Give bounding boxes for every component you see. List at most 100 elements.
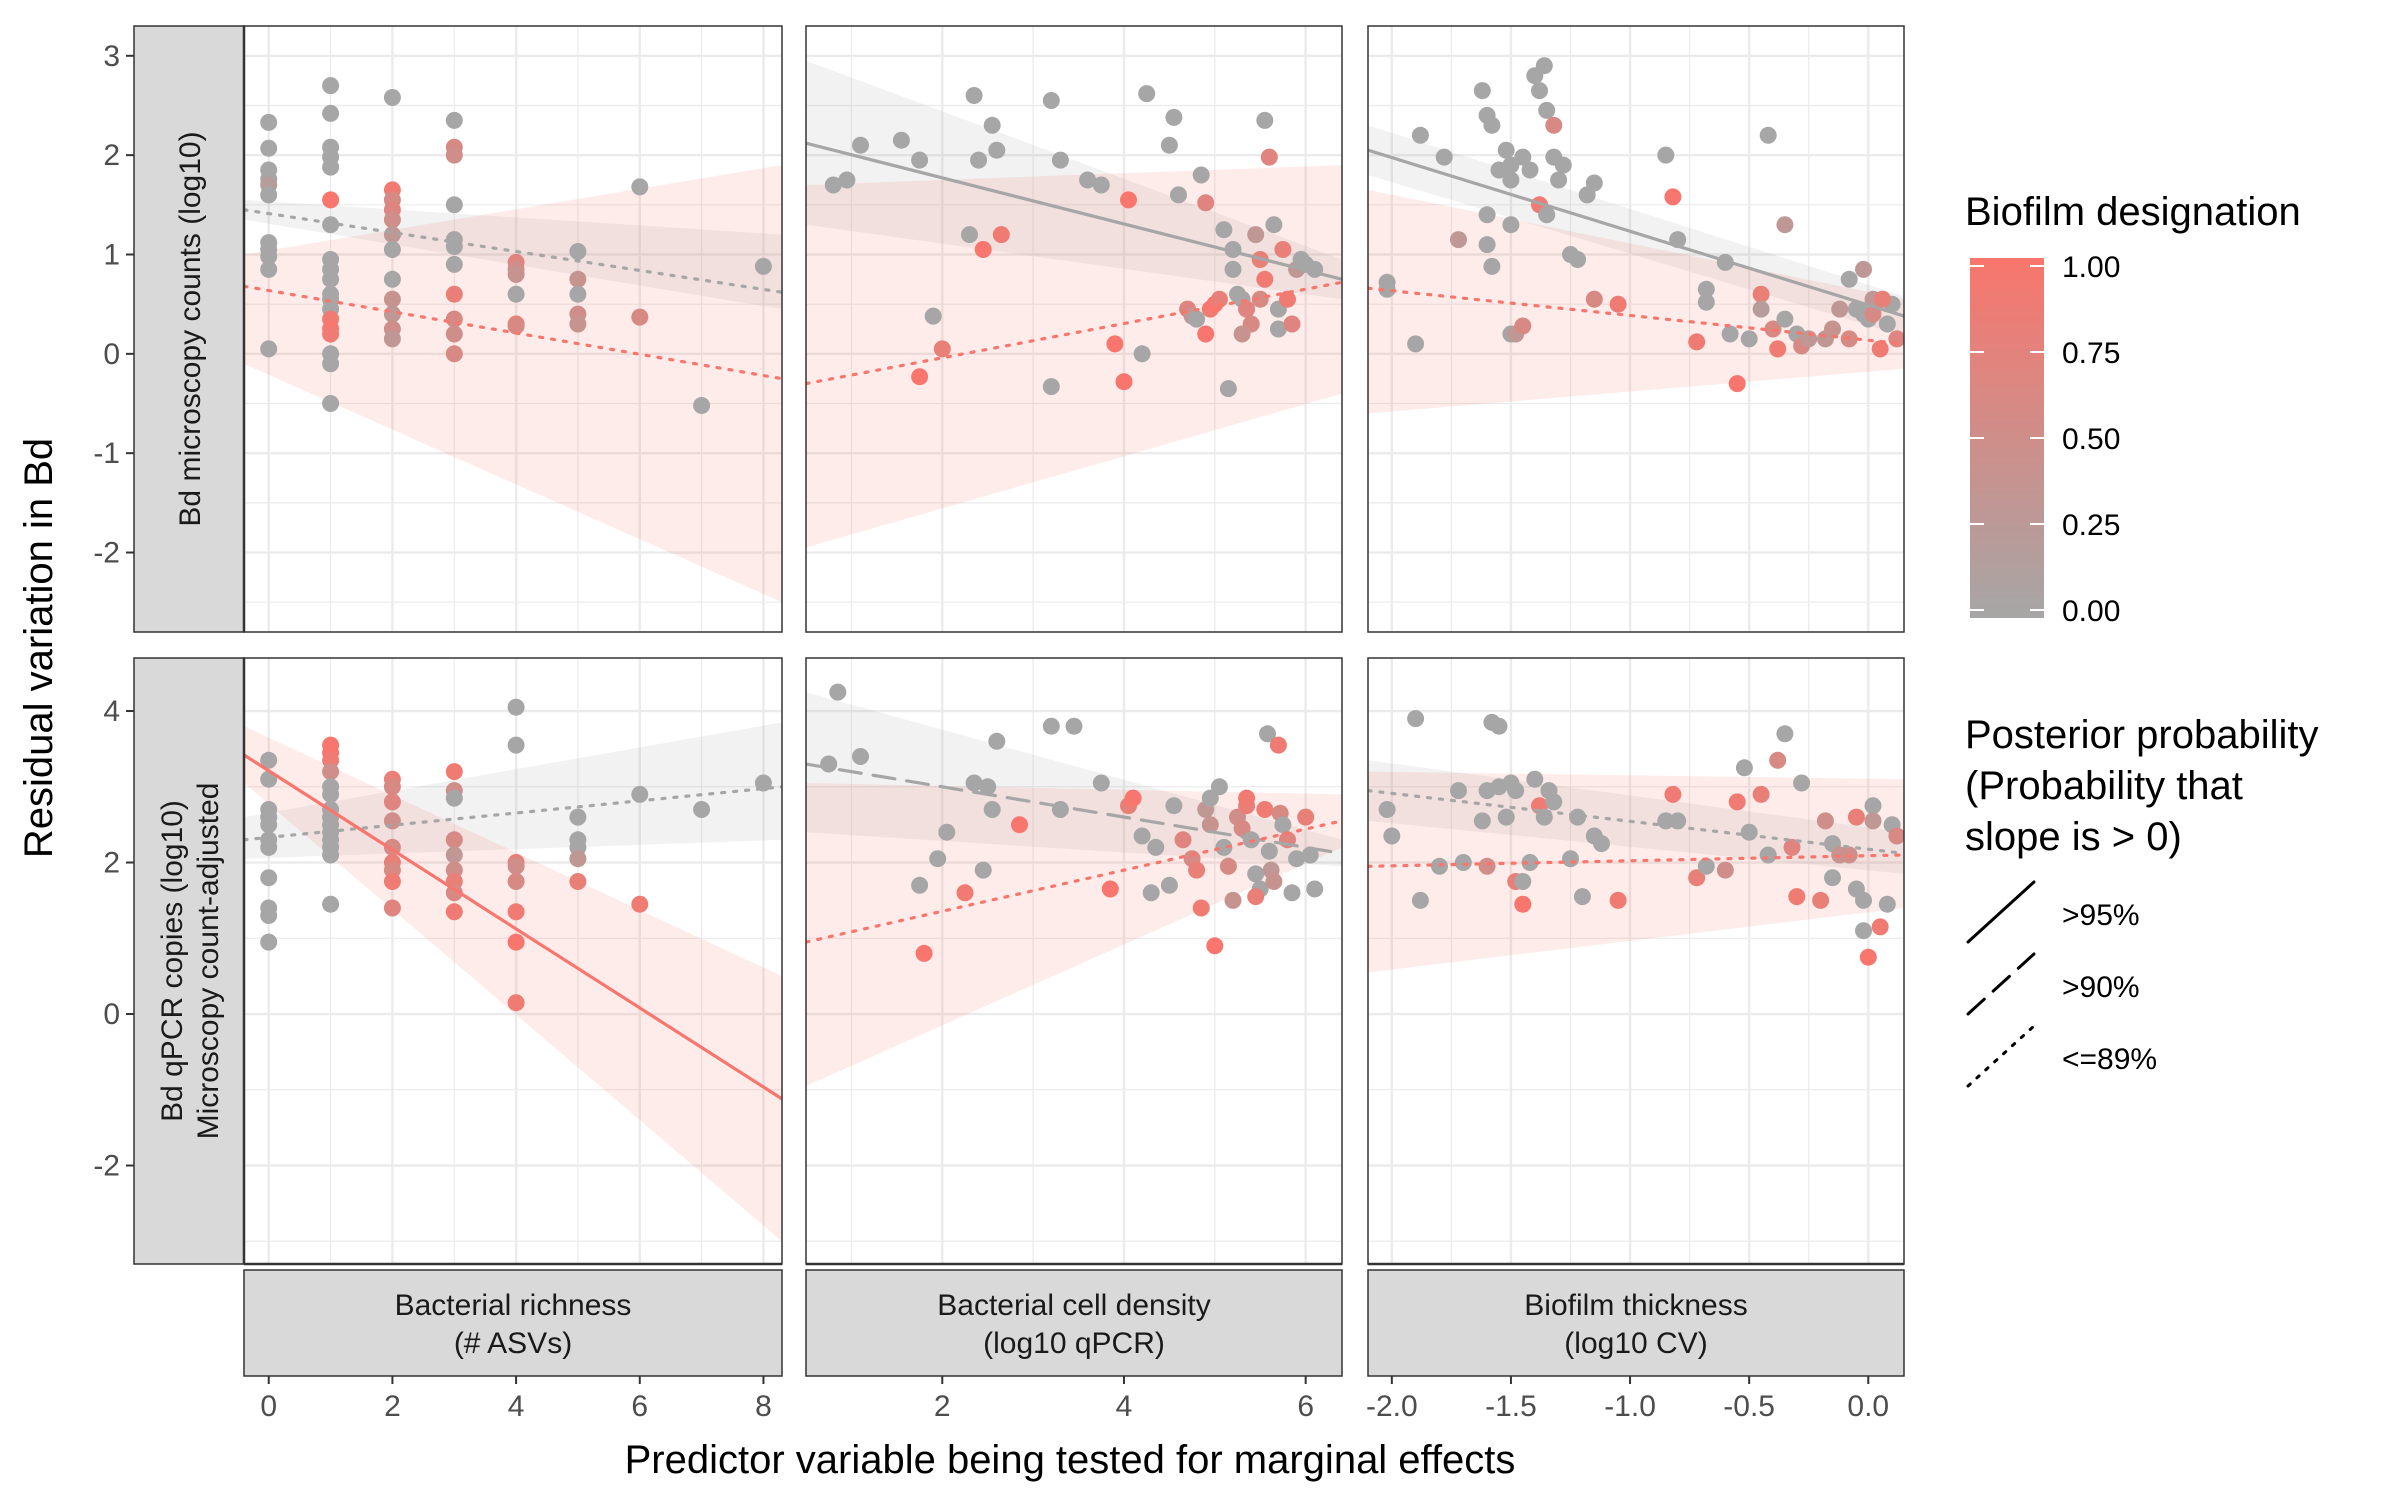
data-point — [1206, 937, 1224, 955]
data-point — [1274, 241, 1292, 258]
data-point — [1042, 92, 1060, 109]
data-point — [1740, 823, 1758, 841]
data-point — [1554, 156, 1572, 174]
data-point — [1188, 310, 1206, 328]
data-point — [1247, 888, 1265, 906]
data-point — [1864, 305, 1882, 323]
data-point — [1192, 166, 1210, 184]
fit-line-red — [244, 284, 782, 381]
data-point — [1210, 290, 1228, 308]
panel-content — [806, 60, 1342, 548]
x-tick-label: 2 — [384, 1390, 401, 1423]
data-point — [829, 683, 847, 701]
column-strip-background — [1367, 1269, 1905, 1377]
data-point — [1215, 838, 1233, 856]
data-point — [1256, 270, 1274, 288]
data-point — [1188, 861, 1206, 879]
row-strip-label: Microscopy count-adjusted — [192, 783, 225, 1140]
data-point — [322, 785, 340, 803]
data-point — [1776, 310, 1794, 328]
data-point — [974, 241, 992, 258]
data-point — [1124, 789, 1142, 807]
data-point — [1274, 816, 1292, 834]
data-point — [1478, 857, 1496, 875]
linetype-legend-label: >95% — [2062, 899, 2140, 932]
data-point — [1201, 789, 1219, 807]
data-point — [1142, 884, 1160, 902]
column-strip-label: Bacterial richness — [395, 1289, 632, 1322]
data-point — [988, 732, 1006, 750]
data-point — [260, 248, 278, 265]
data-point — [1585, 174, 1603, 192]
data-point — [1688, 869, 1706, 887]
data-point — [1092, 176, 1110, 194]
data-point — [911, 151, 929, 169]
data-point — [1259, 725, 1276, 743]
x-tick-label: 6 — [1297, 1390, 1314, 1423]
data-point — [965, 774, 983, 792]
data-point — [1752, 300, 1770, 318]
linetype-legend-label: >90% — [2062, 971, 2140, 1004]
data-point — [1192, 899, 1210, 917]
data-point — [1265, 216, 1283, 234]
data-point — [1812, 891, 1830, 909]
data-point — [322, 191, 340, 209]
data-point — [1888, 827, 1904, 845]
data-point — [1855, 922, 1872, 940]
data-point — [260, 751, 278, 769]
x-tick-label: -2.0 — [1366, 1390, 1418, 1423]
data-point — [1260, 842, 1278, 860]
data-point — [383, 873, 401, 890]
credible-ribbon-grey — [1368, 125, 1904, 336]
row-strip-label: Bd microscopy counts (log10) — [174, 131, 207, 526]
data-point — [322, 355, 340, 373]
data-point — [1664, 188, 1682, 206]
data-point — [1473, 812, 1491, 830]
data-point — [1411, 126, 1429, 144]
credible-ribbon-red — [806, 165, 1342, 548]
facet-panel — [1367, 25, 1905, 633]
data-point — [1697, 280, 1715, 298]
data-point — [1297, 808, 1315, 826]
fit-line-red — [806, 280, 1342, 386]
data-point — [1569, 251, 1587, 268]
data-point — [507, 857, 525, 875]
data-point — [445, 111, 463, 129]
data-point — [1224, 260, 1242, 278]
column-strip: Bacterial cell density (log10 qPCR) — [805, 1269, 1343, 1377]
data-point — [322, 77, 340, 95]
data-point — [1831, 300, 1849, 318]
data-point — [383, 778, 401, 796]
data-point — [1759, 846, 1777, 864]
credible-ribbon-grey — [806, 60, 1342, 300]
data-point — [1824, 320, 1841, 338]
x-tick-label: 0.0 — [1847, 1390, 1889, 1423]
data-point — [507, 873, 525, 890]
legend: Biofilm designation 1.00 0.75 0.50 0.25 0.00… — [1965, 190, 2319, 1088]
fit-line-grey — [1368, 148, 1904, 318]
data-point — [983, 801, 1001, 818]
facet-panels — [243, 25, 1905, 1265]
data-point — [1874, 290, 1892, 308]
data-point — [507, 933, 525, 951]
data-point — [1688, 333, 1706, 351]
data-point — [911, 368, 929, 386]
y-tick-label: 1 — [103, 238, 120, 271]
data-point — [1115, 373, 1133, 391]
y-tick-label: 0 — [103, 998, 120, 1031]
data-point — [1233, 819, 1251, 837]
data-point — [983, 116, 1001, 134]
data-point — [1664, 785, 1682, 803]
y-tick-label: -1 — [93, 437, 120, 470]
data-point — [1728, 793, 1746, 811]
data-point — [956, 884, 974, 902]
data-point — [1735, 759, 1753, 777]
color-legend-ticks: 1.00 0.75 0.50 0.25 0.00 — [1970, 251, 2120, 628]
data-point — [260, 907, 278, 924]
linetype-legend-entry: <=89% — [1966, 1024, 2157, 1088]
data-point — [631, 308, 649, 326]
data-point — [1550, 171, 1568, 189]
data-point — [1871, 340, 1889, 358]
data-point — [961, 226, 978, 244]
data-point — [1233, 325, 1251, 343]
